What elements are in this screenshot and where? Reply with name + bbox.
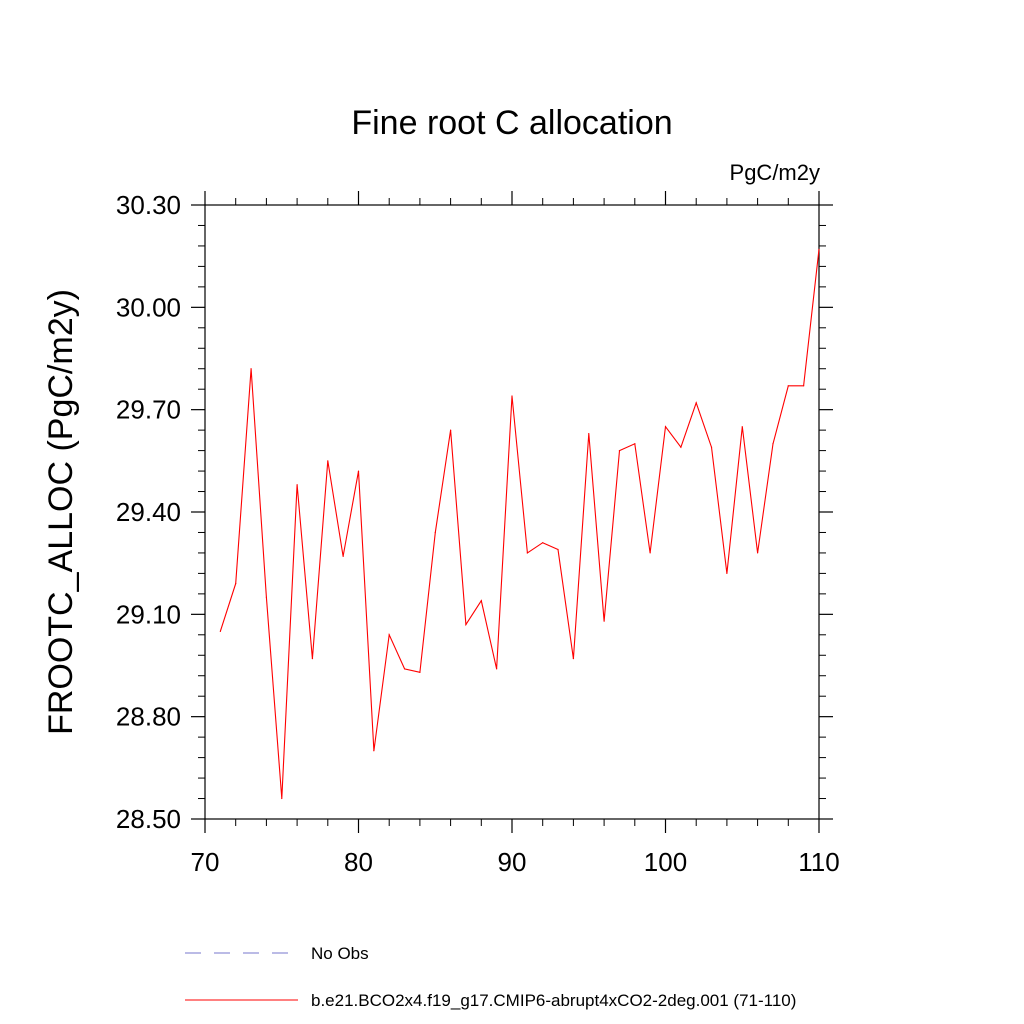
data-point: [772, 443, 774, 445]
legend-label: b.e21.BCO2x4.f19_g17.CMIP6-abrupt4xCO2-2…: [311, 991, 796, 1010]
data-point: [680, 446, 682, 448]
chart-title: Fine root C allocation: [351, 104, 672, 142]
y-tick-label: 28.50: [116, 804, 181, 834]
x-tick-label: 90: [498, 847, 527, 877]
y-tick-label: 29.40: [116, 497, 181, 527]
data-point: [235, 583, 237, 585]
data-point: [450, 429, 452, 431]
data-point: [572, 658, 575, 660]
x-tick-label: 110: [798, 847, 839, 877]
data-point: [281, 797, 283, 800]
data-point: [219, 630, 221, 632]
data-point: [434, 531, 436, 534]
data-point: [618, 450, 621, 452]
data-point: [741, 426, 743, 428]
x-tick-label: 80: [344, 847, 373, 877]
data-point: [511, 395, 513, 397]
data-point: [311, 658, 314, 660]
data-point: [634, 443, 636, 445]
data-point: [787, 385, 789, 387]
data-point: [649, 552, 651, 554]
data-point: [465, 623, 467, 626]
y-tick-label: 29.70: [116, 395, 181, 425]
data-point: [327, 460, 329, 462]
data-point: [388, 634, 390, 636]
data-point: [250, 368, 252, 370]
legend: No Obs b.e21.BCO2x4.f19_g17.CMIP6-abrupt4…: [185, 944, 796, 1010]
y-axis-label: FROOTC_ALLOC (PgC/m2y): [42, 289, 80, 735]
data-point: [557, 548, 559, 551]
data-point: [757, 552, 759, 554]
data-point: [710, 446, 713, 448]
y-tick-label: 29.10: [116, 599, 181, 629]
data-point: [373, 750, 375, 752]
data-point: [695, 402, 697, 404]
data-point: [818, 248, 820, 250]
data-point: [588, 432, 590, 435]
y-tick-label: 30.00: [116, 292, 181, 322]
series-group: [219, 248, 820, 800]
x-tick-label: 70: [191, 847, 220, 877]
y-tick-label: 28.80: [116, 702, 181, 732]
data-point: [265, 596, 267, 598]
data-point: [403, 668, 406, 670]
plot-frame: [204, 204, 820, 820]
y-tick-label: 30.30: [116, 190, 181, 220]
data-point: [803, 385, 805, 387]
data-point: [496, 668, 498, 670]
axis-ticks: [191, 191, 833, 833]
data-point: [357, 470, 360, 472]
data-point: [542, 542, 544, 544]
data-point: [296, 484, 298, 486]
data-point: [480, 600, 482, 602]
data-point: [726, 572, 728, 575]
data-point: [419, 671, 421, 673]
series-line: [219, 249, 820, 799]
axis-tick-labels: 70 80 90 100 110 28.50 28.80 29.10 29.40 29.70 30.…: [116, 190, 840, 877]
units-label: PgC/m2y: [730, 160, 820, 185]
x-tick-label: 100: [644, 847, 687, 877]
data-point: [526, 552, 528, 554]
legend-label: No Obs: [311, 944, 369, 963]
data-point: [342, 555, 344, 557]
data-point: [664, 426, 667, 428]
data-point: [603, 620, 605, 622]
